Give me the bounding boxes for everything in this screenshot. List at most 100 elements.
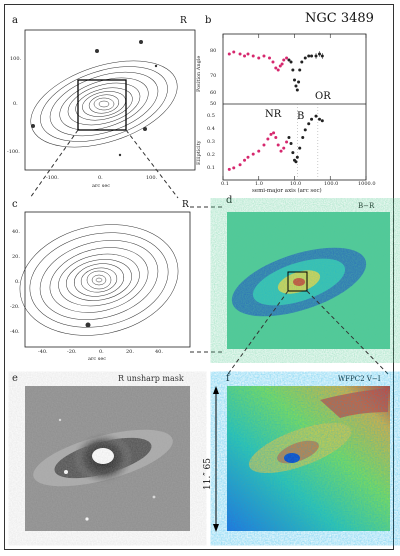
panel-b-data-point	[271, 60, 275, 64]
panel-b-pa-tick: 50	[210, 101, 217, 107]
panel-c-xtick: 20.	[126, 349, 134, 355]
panel-b-data-point	[307, 54, 311, 58]
panel-b-data-point	[300, 60, 304, 64]
panel-b-data-point	[291, 68, 295, 72]
panel-b-data-point	[287, 58, 291, 62]
panel-b-data-point	[257, 149, 261, 153]
panel-e-band: R unsharp mask	[118, 374, 184, 383]
panel-b-data-point	[280, 62, 284, 66]
panel-b-data-point	[285, 56, 289, 60]
panel-b-data-point	[298, 68, 302, 72]
panel-b-data-point	[282, 58, 286, 62]
panel-c-xtick: 40.	[155, 349, 163, 355]
panel-b-xtick: 1.0	[255, 181, 263, 187]
panel-b-data-point	[303, 128, 307, 132]
panel-b-data-point	[320, 119, 324, 123]
panel-c-ytick: 0.	[15, 279, 20, 285]
chart-title: NGC 3489	[305, 11, 374, 26]
panel-f-band: WFPC2 V−I	[338, 375, 381, 383]
panel-a-ytick: 100.	[10, 56, 22, 62]
panel-b-data-point	[310, 54, 314, 58]
panel-b-data-point	[232, 50, 236, 54]
panel-c-letter: c	[12, 199, 18, 210]
panel-b-data-point	[251, 152, 255, 156]
panel-b-data-point	[291, 151, 295, 155]
panel-b-xlabel: semi-major axis (arc sec)	[252, 188, 322, 194]
panel-c-xtick: 0.	[99, 349, 104, 355]
panel-b-data-point	[289, 142, 293, 146]
panel-b-data-point	[287, 135, 291, 139]
panel-b-xtick: 10.0	[290, 181, 302, 187]
panel-b-data-point	[307, 122, 311, 126]
panel-b-data-point	[274, 66, 278, 70]
panel-b-data-point	[278, 64, 282, 68]
panel-a-zoom-box	[77, 79, 127, 131]
panel-b-data-point	[294, 84, 298, 88]
scale-bar-label: 11.″ 65	[203, 458, 213, 490]
panel-b-xtick: 100.0	[324, 181, 339, 187]
panel-b-data-point	[285, 140, 289, 144]
panel-b-data-point	[279, 149, 283, 153]
panel-c-ytick: 40.	[12, 229, 20, 235]
panel-b-ell-tick: 0.3	[207, 139, 215, 145]
panel-b-data-point	[310, 117, 314, 121]
panel-b-data-point	[257, 56, 261, 60]
panel-b-data-point	[272, 131, 276, 135]
panel-b-data-point	[303, 56, 307, 60]
panel-b-data-point	[269, 132, 273, 136]
panel-b-data-point	[298, 146, 302, 150]
panel-b-data-point	[301, 135, 305, 139]
panel-c-xtick: -20.	[67, 349, 77, 355]
panel-b-data-point	[227, 52, 231, 56]
panel-b-data-point	[238, 52, 242, 56]
panel-b-data-point	[297, 80, 301, 84]
panel-b-letter: b	[205, 15, 212, 26]
panel-a-xlabel: arc sec	[92, 183, 111, 189]
panel-b-xtick: 0.1	[221, 181, 229, 187]
panel-b-data-point	[295, 155, 299, 159]
panel-b-data-point	[251, 54, 255, 58]
panel-b-data-point	[262, 54, 266, 58]
panel-b-data-point	[274, 135, 278, 139]
panel-e-letter: e	[12, 373, 18, 384]
panel-b-data-point	[289, 60, 293, 64]
panel-c-ytick: -40.	[10, 329, 20, 335]
panel-a-xtick: 0.	[98, 175, 103, 181]
panel-a-band: R	[180, 16, 187, 26]
panel-f-letter: f	[226, 373, 230, 384]
panel-b-data-point	[243, 158, 247, 162]
panel-a-letter: a	[12, 15, 18, 26]
panel-b-pa-tick: 80	[210, 48, 217, 54]
panel-a-ytick: 0.	[13, 101, 18, 107]
panel-b-data-point	[232, 166, 236, 170]
panel-b-data-point	[276, 68, 280, 72]
panel-b-pa-tick: 60	[210, 90, 217, 96]
panel-b-data-point	[276, 143, 280, 147]
annotation-nr: NR	[265, 109, 282, 120]
panel-d-letter: d	[226, 195, 233, 206]
panel-b-data-point	[243, 54, 247, 58]
panel-b-data-point	[246, 52, 250, 56]
panel-b-data-point	[266, 137, 270, 141]
panel-b-data-point	[227, 167, 231, 171]
panel-a-ytick: -100.	[7, 149, 20, 155]
panel-b-data-point	[294, 160, 298, 164]
panel-b-data-point	[314, 114, 318, 118]
panel-b-data-point	[262, 143, 266, 147]
panel-b-ell-tick: 0.5	[207, 113, 215, 119]
panel-b-data-point	[295, 88, 299, 92]
panel-b-pa-tick: 70	[210, 73, 217, 79]
panel-a-xtick: 100.	[146, 175, 158, 181]
panel-c-band: R	[182, 200, 189, 210]
panel-b-ell-tick: 0.2	[207, 152, 215, 158]
